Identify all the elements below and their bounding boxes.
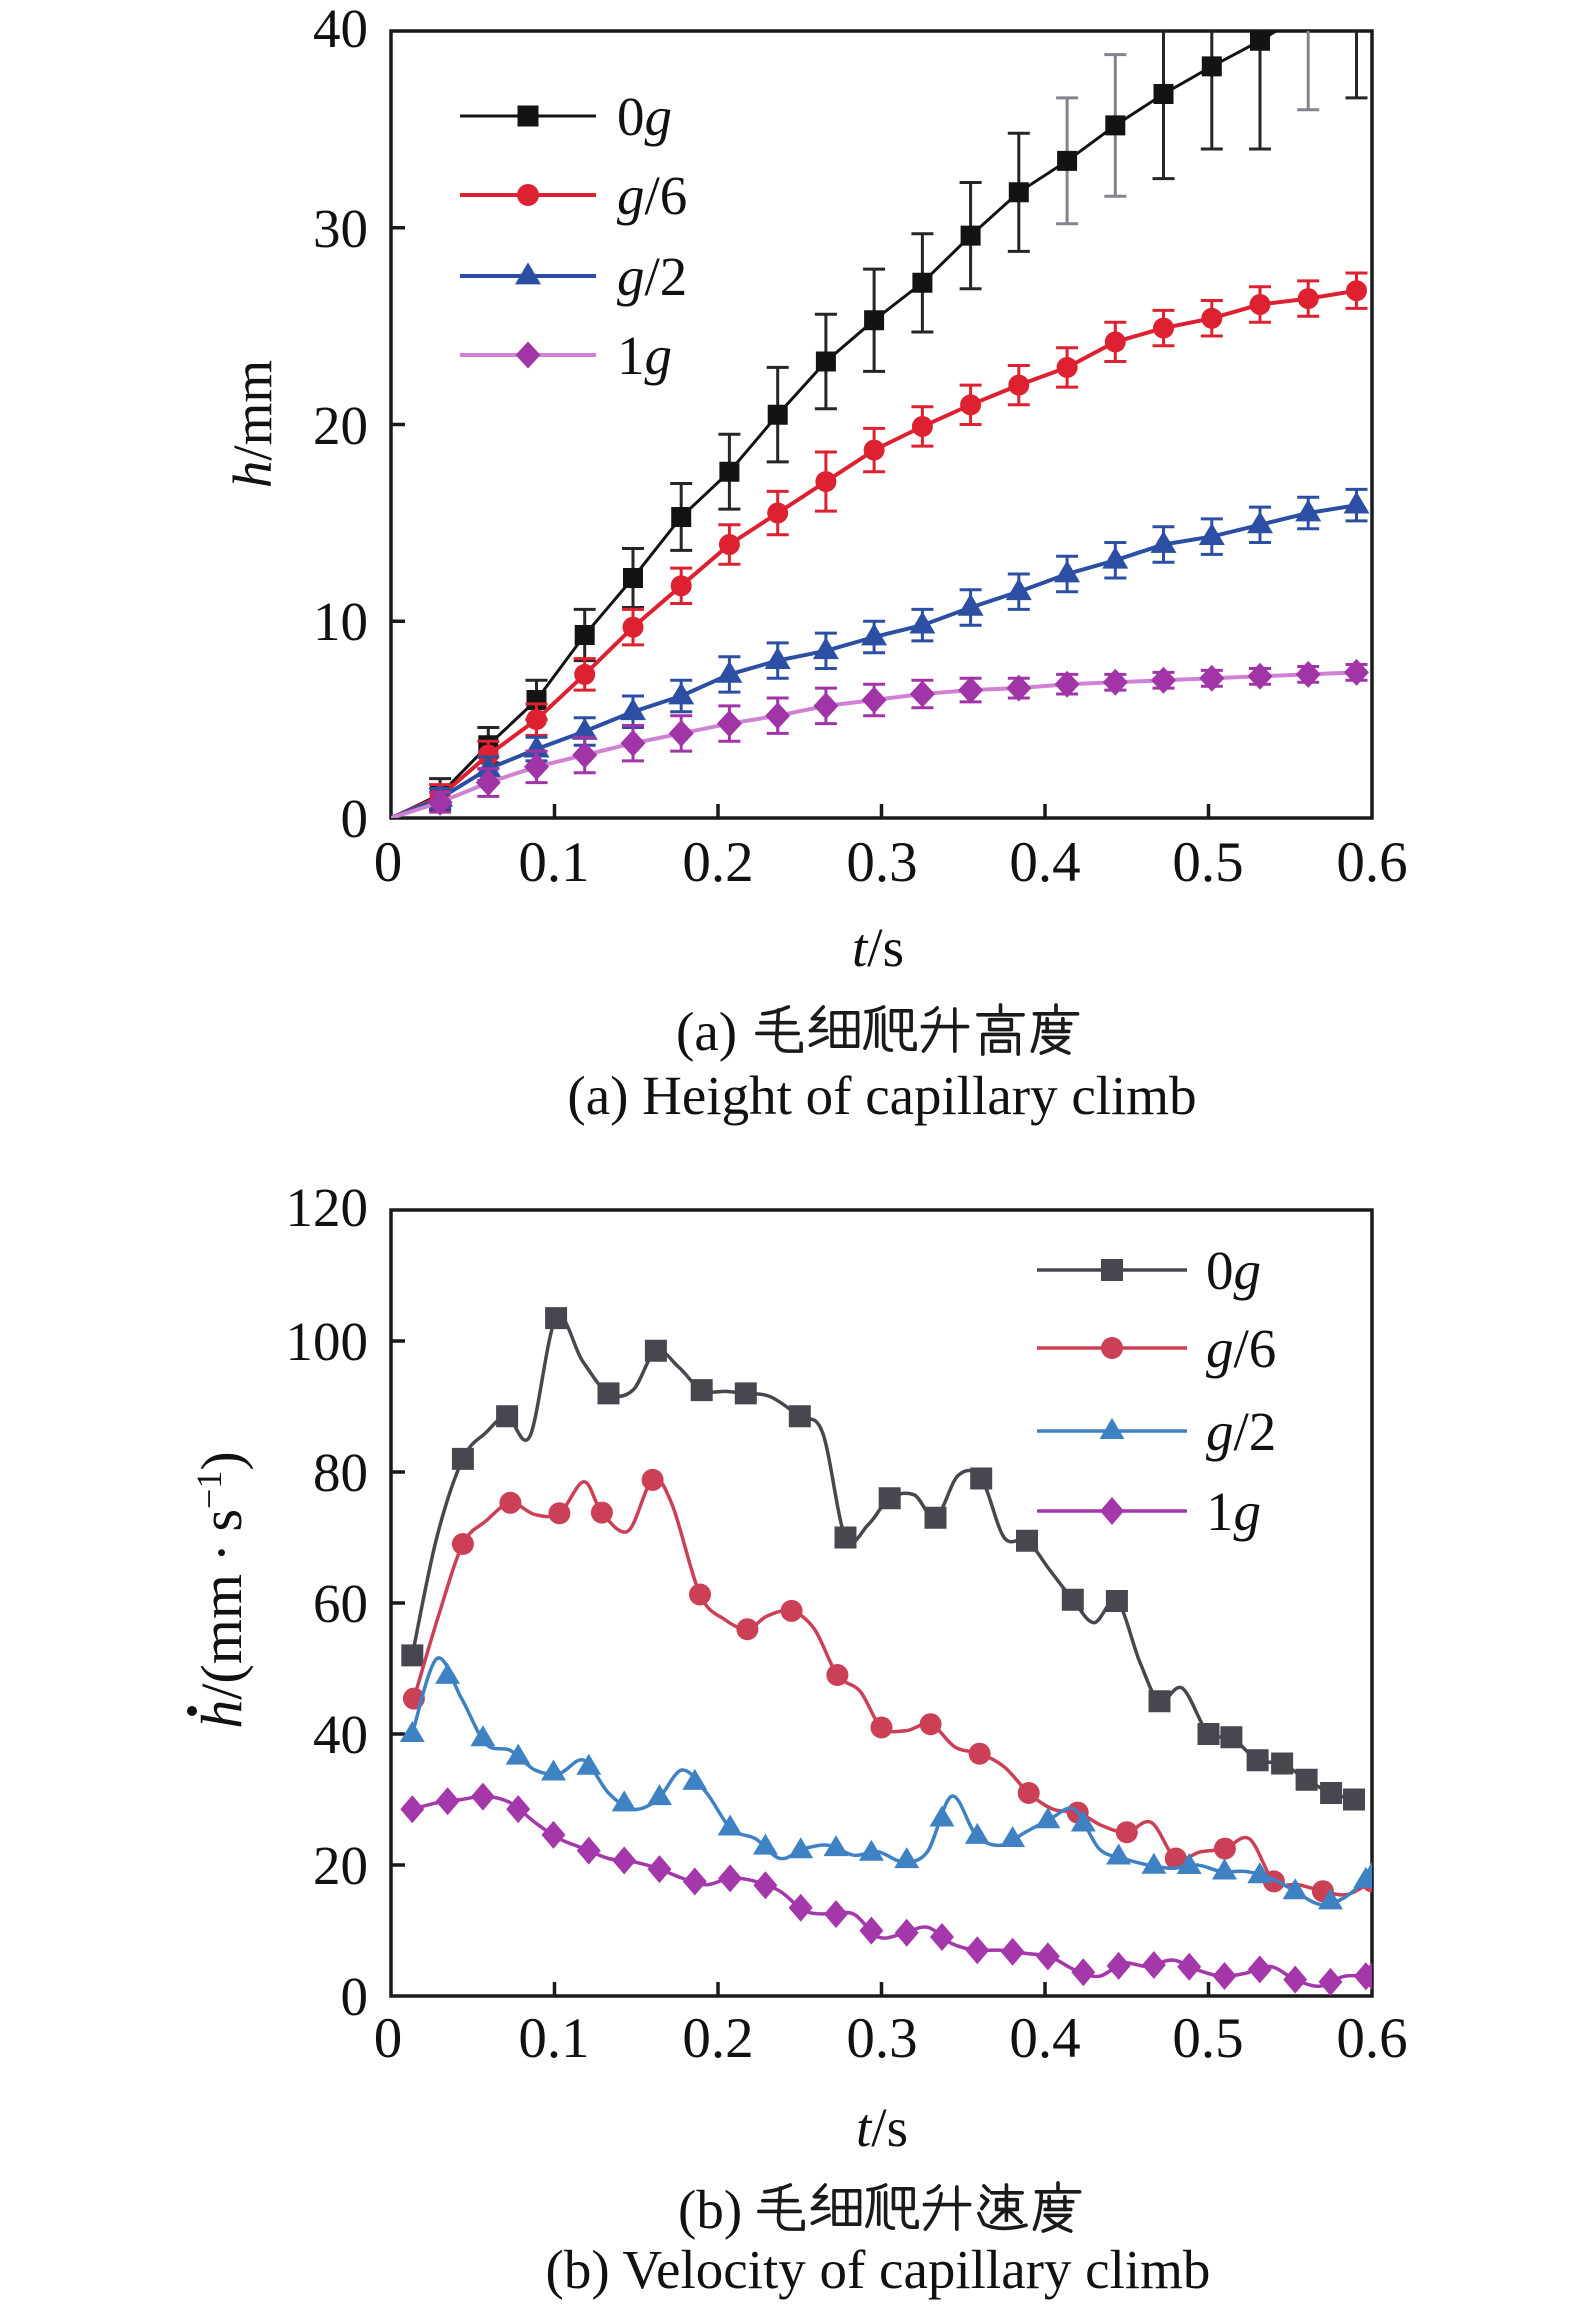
svg-text:(b) Velocity of capillary clim: (b) Velocity of capillary climb: [546, 2239, 1211, 2300]
svg-text:100: 100: [286, 1311, 369, 1372]
svg-text:0.5: 0.5: [1172, 831, 1243, 894]
svg-text:g/2: g/2: [1206, 1401, 1276, 1462]
svg-text:0g: 0g: [617, 86, 672, 147]
svg-text:0.1: 0.1: [518, 831, 589, 894]
svg-text:30: 30: [313, 198, 368, 259]
svg-text:0.6: 0.6: [1336, 2007, 1407, 2070]
svg-text:80: 80: [313, 1442, 368, 1503]
svg-text:0.4: 0.4: [1009, 2007, 1080, 2070]
svg-text:0: 0: [374, 831, 403, 894]
svg-text:0: 0: [374, 2007, 403, 2070]
svg-text:0.2: 0.2: [682, 2007, 753, 2070]
svg-text:0: 0: [341, 788, 369, 849]
svg-text:1g: 1g: [1206, 1481, 1261, 1542]
svg-text:0.5: 0.5: [1172, 2007, 1243, 2070]
svg-text:t/s: t/s: [852, 917, 904, 978]
svg-text:h/(mm · s−1): h/(mm · s−1): [189, 1451, 254, 1728]
svg-text:h/mm: h/mm: [222, 360, 283, 488]
svg-text:g/6: g/6: [617, 165, 687, 226]
svg-text:0g: 0g: [1206, 1240, 1261, 1301]
svg-text:0.1: 0.1: [518, 2007, 589, 2070]
svg-text:60: 60: [313, 1573, 368, 1634]
svg-text:0.6: 0.6: [1336, 831, 1407, 894]
svg-text:20: 20: [313, 395, 368, 456]
svg-text:g/6: g/6: [1206, 1318, 1276, 1379]
svg-text:t/s: t/s: [856, 2097, 908, 2158]
svg-text:120: 120: [286, 1177, 369, 1238]
svg-text:0.2: 0.2: [682, 831, 753, 894]
svg-text:0.3: 0.3: [846, 2007, 917, 2070]
svg-text:1g: 1g: [617, 325, 672, 386]
svg-text:40: 40: [313, 0, 368, 59]
svg-text:(b): (b): [678, 2179, 742, 2240]
svg-text:40: 40: [313, 1704, 368, 1765]
svg-text:10: 10: [313, 591, 368, 652]
svg-text:20: 20: [313, 1835, 368, 1896]
svg-text:0.3: 0.3: [846, 831, 917, 894]
svg-text:g/2: g/2: [617, 246, 687, 307]
svg-text:0: 0: [341, 1966, 369, 2027]
svg-text:0.4: 0.4: [1009, 831, 1080, 894]
svg-text:(a): (a): [676, 1001, 737, 1062]
svg-text:(a) Height of capillary climb: (a) Height of capillary climb: [567, 1065, 1196, 1126]
